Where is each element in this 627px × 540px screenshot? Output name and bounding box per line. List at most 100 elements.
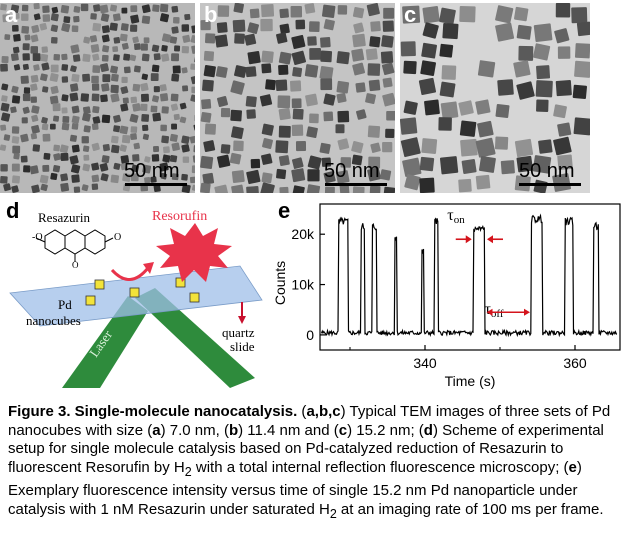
nanocube xyxy=(12,145,21,154)
panel-label-c: c xyxy=(404,2,417,27)
nanocube xyxy=(261,63,272,74)
nanocube xyxy=(43,152,51,160)
nanocube xyxy=(101,25,110,34)
nanocube xyxy=(73,5,81,13)
nanocube xyxy=(101,114,111,124)
nanocube xyxy=(112,46,119,53)
nanocube xyxy=(10,106,17,114)
nanocube xyxy=(22,93,31,102)
nanocube xyxy=(160,124,167,132)
y-axis-ticks: 0 10k 20k xyxy=(291,226,325,343)
nanocube xyxy=(142,124,149,132)
nanocube xyxy=(275,140,289,154)
nanocube xyxy=(181,45,190,54)
nanocube xyxy=(309,113,319,124)
nanocube xyxy=(220,108,231,118)
panel-label-e: e xyxy=(278,198,291,223)
nanocube xyxy=(50,64,59,73)
nanocube xyxy=(13,64,21,71)
nanocube xyxy=(231,170,245,184)
nanocube xyxy=(161,45,168,52)
nanocube xyxy=(83,154,90,161)
nanocube xyxy=(403,100,418,115)
nanocube xyxy=(260,18,273,32)
nanocube xyxy=(204,123,217,135)
nanocube xyxy=(279,186,289,193)
x-axis-label: Time (s) xyxy=(445,373,496,389)
nanocube xyxy=(382,141,393,153)
nanocube xyxy=(216,22,228,33)
nanocube xyxy=(53,153,61,161)
nanocube xyxy=(557,122,572,137)
nanocube xyxy=(217,154,231,168)
nanocube xyxy=(130,133,138,141)
nanocube xyxy=(557,46,571,59)
nanocube xyxy=(60,4,70,14)
quartz-arrowhead xyxy=(238,316,246,324)
nanocube xyxy=(337,5,348,15)
nanocube xyxy=(553,104,567,119)
nanocube xyxy=(439,156,459,175)
nanocube xyxy=(40,183,48,192)
nanocube xyxy=(130,24,138,32)
nanocube xyxy=(250,158,261,169)
nanocube xyxy=(111,144,120,154)
nanocube xyxy=(217,96,228,107)
nanocube xyxy=(40,53,49,62)
nanocube xyxy=(402,5,421,24)
nanocube xyxy=(32,53,41,62)
nanocube xyxy=(132,154,140,162)
nanocube xyxy=(234,33,245,44)
nanocube xyxy=(169,154,178,163)
nanocube xyxy=(231,126,244,139)
nanocube xyxy=(119,125,129,135)
nanocube xyxy=(262,138,273,149)
nanocube xyxy=(204,33,216,44)
scalebar-a xyxy=(125,183,187,186)
nanocube xyxy=(71,73,80,83)
nanocube xyxy=(289,80,302,92)
nanocube xyxy=(246,109,256,119)
laser-beam-right xyxy=(135,288,255,388)
nanocube xyxy=(419,156,435,172)
nanocube xyxy=(22,43,30,51)
nanocube xyxy=(382,20,394,32)
nanocube xyxy=(383,186,395,193)
nanocube xyxy=(367,167,382,182)
nanocube xyxy=(424,99,440,116)
nanocube xyxy=(12,46,20,54)
nanocube xyxy=(143,37,150,44)
nanocube xyxy=(353,22,365,34)
nanocube xyxy=(475,99,491,115)
nanocube xyxy=(30,74,39,83)
nanocube xyxy=(22,106,30,114)
nanocube xyxy=(99,162,109,172)
nanocube xyxy=(91,123,99,131)
nanocube xyxy=(319,142,331,154)
nanocube xyxy=(92,116,101,125)
nanocube xyxy=(200,20,211,31)
nanocube xyxy=(42,5,50,13)
nanocube xyxy=(119,33,128,42)
nanocube xyxy=(232,19,246,33)
nanocube xyxy=(42,133,51,142)
nanocube xyxy=(33,13,41,21)
nanocube xyxy=(0,144,7,151)
nanocube xyxy=(92,105,100,114)
nanocube xyxy=(69,134,78,142)
nanocube xyxy=(63,16,71,24)
nanocube xyxy=(182,156,190,163)
nanocube xyxy=(153,146,160,153)
nanocube xyxy=(192,154,195,163)
nanocube xyxy=(191,44,195,54)
nanocube xyxy=(69,155,79,165)
nanocube xyxy=(142,133,150,141)
nanocube xyxy=(120,86,129,95)
nanocube xyxy=(217,5,230,17)
nanocube xyxy=(62,115,70,123)
nanocube xyxy=(220,144,231,154)
nanocube xyxy=(61,64,69,71)
quartz-label-line2: slide xyxy=(230,339,255,354)
fluorescence-trajectory-chart: 0 10k 20k 340 360 Counts Time (s) τon τoff xyxy=(272,203,621,389)
nanocube xyxy=(119,144,127,152)
